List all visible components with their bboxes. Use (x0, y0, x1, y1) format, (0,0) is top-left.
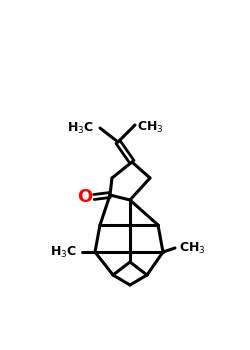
Text: O: O (78, 188, 92, 206)
Text: H$_3$C: H$_3$C (50, 244, 77, 260)
Text: H$_3$C: H$_3$C (67, 120, 94, 135)
Text: CH$_3$: CH$_3$ (137, 119, 164, 134)
Text: CH$_3$: CH$_3$ (179, 240, 206, 256)
